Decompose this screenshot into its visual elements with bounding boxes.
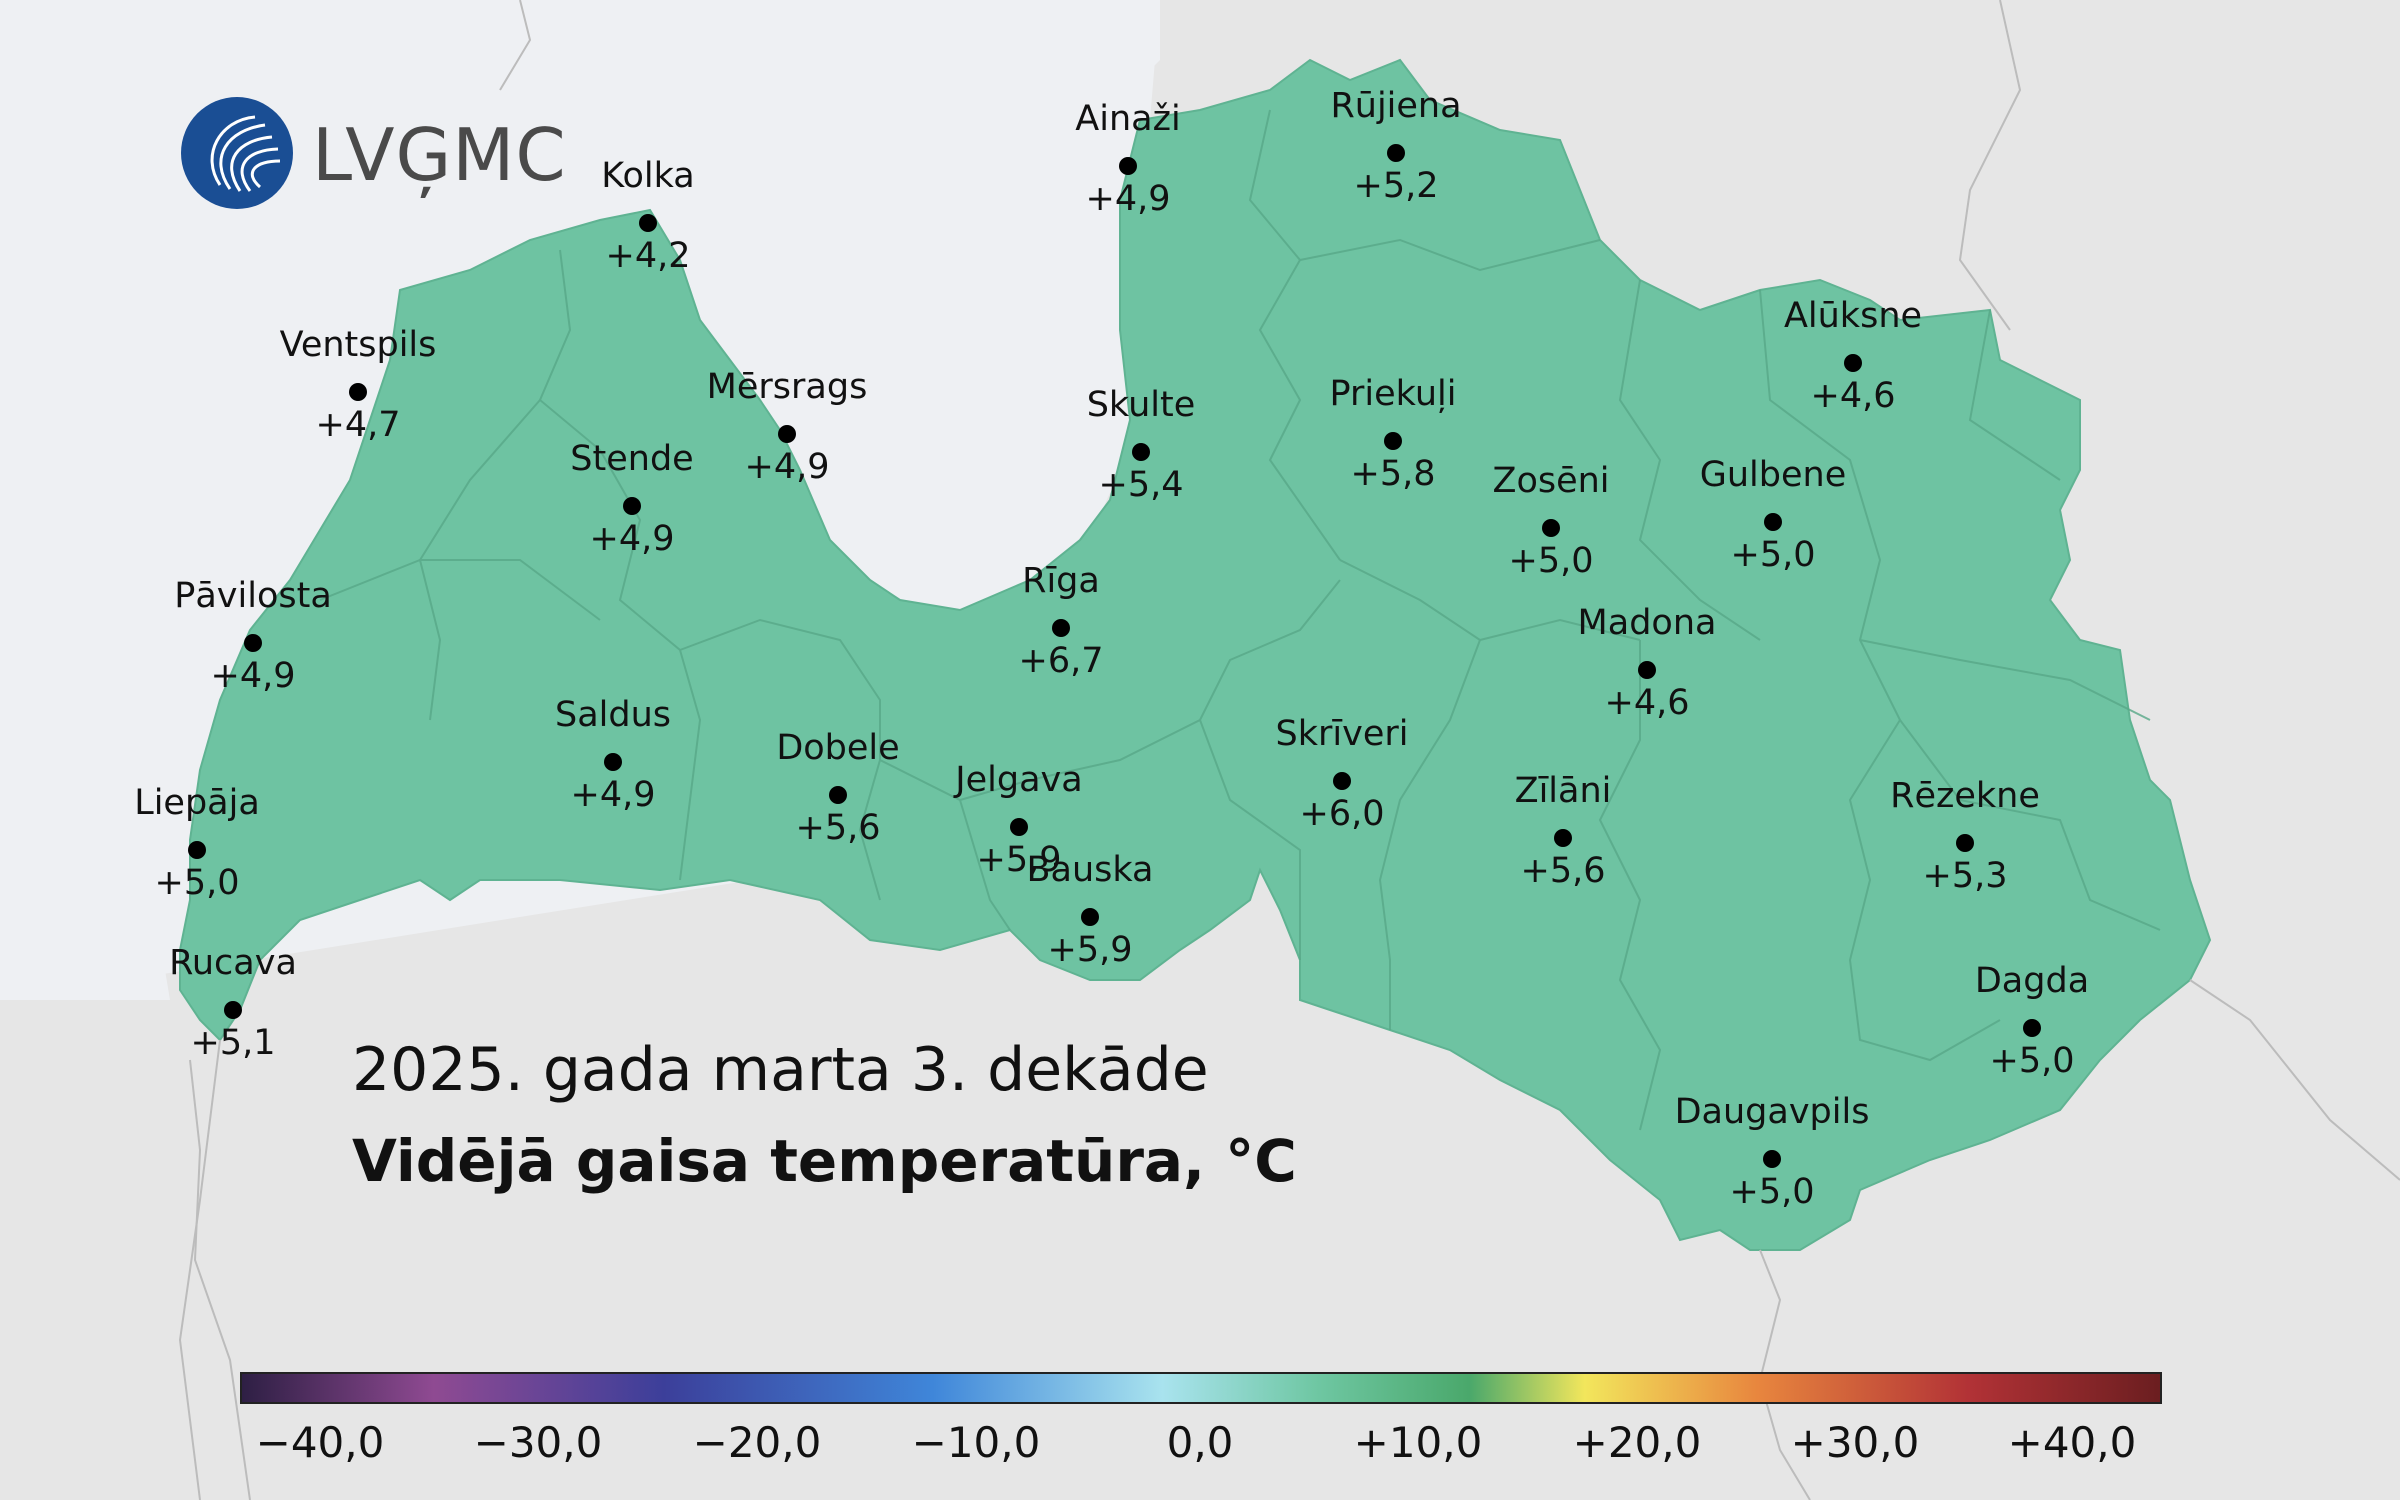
- station-name: Stende: [570, 439, 694, 479]
- station-value: +5,6: [1520, 851, 1606, 891]
- station-dot: [188, 841, 206, 859]
- station-dot: [1956, 834, 1974, 852]
- station-value: +5,0: [1729, 1172, 1815, 1212]
- station-name: Kolka: [601, 156, 695, 196]
- station-name: Priekuļi: [1329, 374, 1457, 414]
- station-name: Ventspils: [279, 325, 437, 365]
- sea-area: [0, 0, 1160, 1000]
- station-value: +5,0: [1989, 1041, 2075, 1081]
- station-dot: [604, 753, 622, 771]
- station-value: +4,2: [605, 236, 691, 276]
- station-value: +5,0: [1730, 535, 1816, 575]
- lvgmc-logo: LVĢMC: [180, 95, 566, 215]
- station-dot: [778, 425, 796, 443]
- station-dot: [1119, 157, 1137, 175]
- station-name: Saldus: [554, 695, 672, 735]
- region-borders: [319, 109, 2161, 1131]
- colorbar-tick-label: −30,0: [473, 1418, 603, 1467]
- station-name: Rucava: [169, 943, 297, 983]
- station-dot: [1081, 908, 1099, 926]
- latvia-land: [179, 58, 2212, 1251]
- station-value: +5,6: [795, 808, 881, 848]
- colorbar-tick-label: −40,0: [255, 1418, 385, 1467]
- station-dot: [244, 634, 262, 652]
- station-value: +4,9: [570, 775, 656, 815]
- station-name: Rēzekne: [1890, 776, 2040, 816]
- station-dot: [2023, 1019, 2041, 1037]
- station-name: Rīga: [1022, 561, 1100, 601]
- station-value: +4,6: [1604, 683, 1690, 723]
- station-value: +5,0: [154, 863, 240, 903]
- colorbar-tick-label: +10,0: [1353, 1418, 1483, 1467]
- station-value: +4,7: [315, 405, 401, 445]
- station-dot: [1384, 432, 1402, 450]
- station-name: Skrīveri: [1275, 714, 1409, 754]
- station-value: +6,0: [1299, 794, 1385, 834]
- station-dot: [1764, 513, 1782, 531]
- colorbar-tick-label: +30,0: [1790, 1418, 1920, 1467]
- station-dot: [1638, 661, 1656, 679]
- station-name: Jelgava: [955, 760, 1083, 800]
- curonian-spit: [189, 1059, 251, 1500]
- station-dot: [1763, 1150, 1781, 1168]
- station-value: +5,9: [976, 840, 1062, 880]
- station-dot: [349, 383, 367, 401]
- colorbar-tick-label: −10,0: [911, 1418, 1041, 1467]
- temperature-colorbar: [240, 1372, 2162, 1404]
- station-value: +4,9: [210, 656, 296, 696]
- station-dot: [1844, 354, 1862, 372]
- station-dot: [1052, 619, 1070, 637]
- station-dot: [639, 214, 657, 232]
- station-name: Ainaži: [1075, 99, 1181, 139]
- station-name: Pāvilosta: [174, 576, 332, 616]
- station-name: Dagda: [1974, 961, 2090, 1001]
- station-value: +4,9: [1085, 179, 1171, 219]
- station-value: +5,3: [1922, 856, 2008, 896]
- station-name: Madona: [1577, 603, 1717, 643]
- station-dot: [829, 786, 847, 804]
- station-name: Zosēni: [1492, 461, 1610, 501]
- station-value: +5,0: [1508, 541, 1594, 581]
- station-dot: [1542, 519, 1560, 537]
- station-dot: [1554, 829, 1572, 847]
- map-period: 2025. gada marta 3. dekāde: [352, 1035, 1209, 1105]
- station-value: +5,4: [1098, 465, 1184, 505]
- station-dot: [1010, 818, 1028, 836]
- station-value: +4,9: [744, 447, 830, 487]
- station-dot: [1132, 443, 1150, 461]
- station-dot: [623, 497, 641, 515]
- station-value: +5,2: [1353, 166, 1439, 206]
- colorbar-tick-label: 0,0: [1166, 1418, 1234, 1467]
- station-dot: [1387, 144, 1405, 162]
- station-dot: [1333, 772, 1351, 790]
- station-name: Bauska: [1026, 850, 1154, 890]
- station-value: +6,7: [1018, 641, 1104, 681]
- station-name: Liepāja: [134, 783, 260, 823]
- station-name: Dobele: [776, 728, 900, 768]
- map-title: Vidējā gaisa temperatūra, °C: [352, 1127, 1297, 1195]
- station-name: Gulbene: [1699, 455, 1847, 495]
- logo-text: LVĢMC: [312, 113, 567, 197]
- station-dot: [224, 1001, 242, 1019]
- station-name: Rūjiena: [1330, 86, 1462, 126]
- station-name: Daugavpils: [1674, 1092, 1870, 1132]
- lvgmc-logo-icon: [181, 97, 293, 209]
- station-name: Skulte: [1086, 385, 1196, 425]
- station-value: +5,9: [1047, 930, 1133, 970]
- station-name: Alūksne: [1783, 296, 1923, 336]
- station-value: +4,6: [1810, 376, 1896, 416]
- station-value: +4,9: [589, 519, 675, 559]
- station-value: +5,1: [190, 1023, 276, 1063]
- station-name: Mērsrags: [706, 367, 868, 407]
- station-name: Zīlāni: [1514, 771, 1612, 811]
- colorbar-tick-label: −20,0: [692, 1418, 822, 1467]
- station-value: +5,8: [1350, 454, 1436, 494]
- colorbar-tick-label: +40,0: [2007, 1418, 2137, 1467]
- colorbar-tick-label: +20,0: [1572, 1418, 1702, 1467]
